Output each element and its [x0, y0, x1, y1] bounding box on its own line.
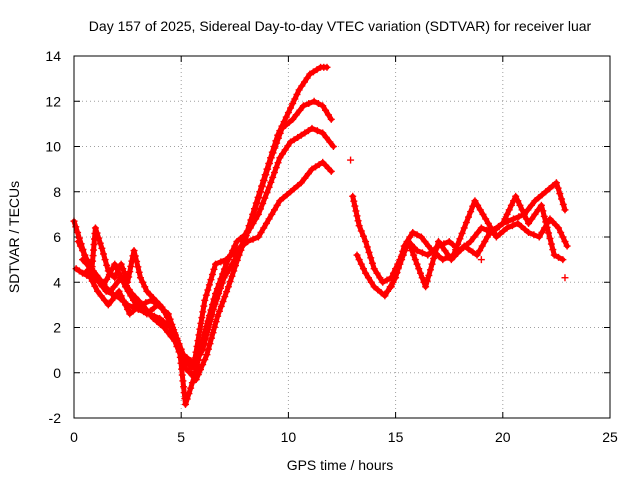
- y-tick-label: 6: [53, 229, 61, 245]
- y-tick-label: 14: [45, 48, 61, 64]
- series-layer: [70, 63, 571, 408]
- y-tick-labels: -2 0 2 4 6 8 10 12 14: [45, 48, 61, 426]
- grid: [74, 56, 610, 418]
- x-tick-label: 25: [602, 429, 618, 445]
- x-tick-label: 10: [281, 429, 297, 445]
- series-isolated-points: [347, 156, 569, 282]
- y-tick-label: -2: [49, 410, 62, 426]
- y-tick-label: 10: [45, 139, 61, 155]
- series-track-8: [387, 192, 567, 291]
- y-tick-label: 8: [53, 184, 61, 200]
- y-tick-label: 12: [45, 93, 61, 109]
- y-tick-label: 0: [53, 365, 61, 381]
- y-tick-label: 2: [53, 320, 61, 336]
- y-tick-label: 4: [53, 274, 61, 290]
- x-axis-title: GPS time / hours: [287, 457, 394, 473]
- plot-frame: [73, 55, 611, 419]
- chart-title: Day 157 of 2025, Sidereal Day-to-day VTE…: [89, 18, 592, 34]
- series-track-6: [349, 179, 569, 286]
- y-axis-title: SDTVAR / TECUs: [6, 181, 22, 293]
- x-tick-label: 5: [177, 429, 185, 445]
- x-tick-labels: 0 5 10 15 20 25: [70, 429, 618, 445]
- x-tick-label: 0: [70, 429, 78, 445]
- x-tick-label: 15: [388, 429, 404, 445]
- x-tick-label: 20: [495, 429, 511, 445]
- series-track-5: [72, 224, 164, 309]
